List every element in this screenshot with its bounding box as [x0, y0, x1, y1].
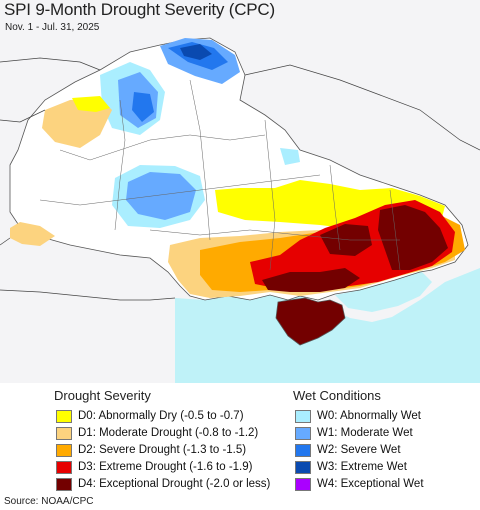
- drought-swatch-d3: [56, 460, 72, 474]
- country-borders: [0, 57, 480, 301]
- drought-label-d3: D3: Extreme Drought (-1.6 to -1.9): [78, 461, 253, 473]
- drought-swatch-d2: [56, 443, 72, 457]
- drought-label-d4: D4: Exceptional Drought (-2.0 or less): [78, 478, 271, 490]
- drought-coast-d4: [262, 268, 360, 292]
- wet-legend-item-w0: W0: Abnormally Wet: [295, 408, 421, 424]
- drought-map: [0, 0, 480, 383]
- sea-of-azov: [335, 270, 432, 312]
- wet-swatch-w0: [295, 409, 311, 423]
- crimea-land: [275, 297, 346, 346]
- wet-label-w1: W1: Moderate Wet: [317, 427, 413, 439]
- source-credit: Source: NOAA/CPC: [4, 496, 94, 507]
- drought-legend-item-d0: D0: Abnormally Dry (-0.5 to -0.7): [56, 408, 244, 424]
- wet-label-w2: W2: Severe Wet: [317, 444, 401, 456]
- wet-swatch-w1: [295, 426, 311, 440]
- wet-area-east-w0: [280, 148, 300, 165]
- drought-label-d1: D1: Moderate Drought (-0.8 to -1.2): [78, 427, 259, 439]
- drought-swatch-d0: [56, 409, 72, 423]
- wet-label-w3: W3: Extreme Wet: [317, 461, 407, 473]
- drought-legend-title: Drought Severity: [54, 388, 151, 403]
- wet-swatch-w2: [295, 443, 311, 457]
- drought-swatch-d1: [56, 426, 72, 440]
- wet-legend-item-w4: W4: Exceptional Wet: [295, 476, 424, 492]
- drought-legend-item-d1: D1: Moderate Drought (-0.8 to -1.2): [56, 425, 258, 441]
- wet-swatch-w3: [295, 460, 311, 474]
- wet-label-w4: W4: Exceptional Wet: [317, 478, 424, 490]
- drought-swatch-d4: [56, 477, 72, 491]
- wet-legend-item-w1: W1: Moderate Wet: [295, 425, 413, 441]
- wet-label-w0: W0: Abnormally Wet: [317, 410, 421, 422]
- wet-area-center-w1: [126, 172, 196, 220]
- drought-label-d0: D0: Abnormally Dry (-0.5 to -0.7): [78, 410, 244, 422]
- drought-legend-item-d4: D4: Exceptional Drought (-2.0 or less): [56, 476, 270, 492]
- oblast-borders: [39, 79, 401, 271]
- wet-swatch-w4: [295, 477, 311, 491]
- legend-panel: Drought Severity Wet Conditions D0: Abno…: [0, 383, 480, 491]
- wet-legend-title: Wet Conditions: [293, 388, 381, 403]
- drought-east-d4b: [320, 224, 372, 256]
- wet-area-north-w2: [132, 92, 154, 122]
- drought-east-d4: [378, 205, 448, 270]
- date-range: Nov. 1 - Jul. 31, 2025: [5, 22, 100, 33]
- wet-legend-item-w3: W3: Extreme Wet: [295, 459, 407, 475]
- drought-legend-item-d3: D3: Extreme Drought (-1.6 to -1.9): [56, 459, 252, 475]
- wet-area-ne-w3: [180, 44, 212, 60]
- drought-legend-item-d2: D2: Severe Drought (-1.3 to -1.5): [56, 442, 246, 458]
- drought-west-d0: [72, 96, 110, 112]
- wet-legend-item-w2: W2: Severe Wet: [295, 442, 401, 458]
- drought-southwest-d1: [10, 222, 55, 246]
- drought-label-d2: D2: Severe Drought (-1.3 to -1.5): [78, 444, 247, 456]
- map-title: SPI 9-Month Drought Severity (CPC): [4, 0, 275, 19]
